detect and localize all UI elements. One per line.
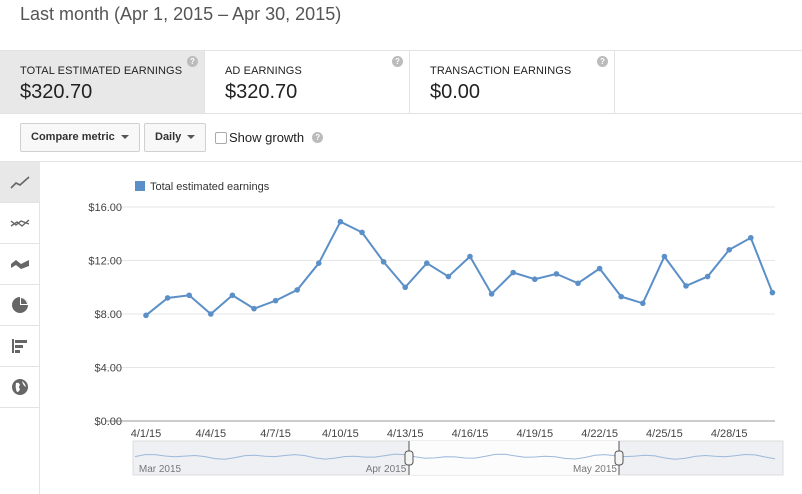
data-point	[575, 280, 581, 287]
data-point	[445, 273, 452, 280]
data-point	[424, 260, 430, 266]
area-chart-button[interactable]	[0, 244, 40, 285]
show-growth-checkbox[interactable]	[215, 131, 227, 144]
metric-value: $320.70	[20, 81, 93, 103]
x-tick-label: 4/16/15	[452, 428, 489, 440]
chart-type-sidebar	[0, 162, 40, 494]
metric-label: TOTAL ESTIMATED EARNINGS	[20, 65, 183, 77]
series-line	[145, 220, 774, 317]
x-tick-label: 4/13/15	[387, 428, 424, 440]
data-point	[359, 229, 365, 236]
caret-down-icon	[187, 135, 196, 140]
data-point	[532, 276, 538, 283]
help-icon[interactable]: ?	[312, 132, 324, 143]
metric-value: $0.00	[430, 81, 481, 103]
help-icon[interactable]: ?	[187, 56, 198, 67]
navigator-handle	[614, 450, 624, 466]
pie-chart-icon	[12, 297, 28, 313]
caret-down-icon	[120, 135, 129, 140]
data-point	[488, 291, 495, 297]
data-point	[683, 283, 689, 289]
data-point	[272, 297, 279, 304]
navigator-label: May 2015	[573, 464, 617, 475]
data-point	[251, 305, 257, 312]
multi-line-chart-button[interactable]	[0, 203, 40, 244]
data-point	[402, 284, 409, 291]
data-point	[143, 312, 149, 319]
data-point	[726, 247, 732, 253]
metric-tabs: TOTAL ESTIMATED EARNINGS $320.70 ? AD EA…	[0, 50, 802, 114]
data-point	[208, 311, 214, 317]
granularity-dropdown[interactable]: Daily	[144, 123, 207, 152]
y-tick-label: $16.00	[88, 202, 122, 214]
earnings-chart: $0.00 $4.00 $8.00 $12.00 $16.00 4/1/15 4/4/15 4…	[40, 162, 802, 494]
globe-icon	[12, 379, 28, 395]
data-point	[467, 253, 473, 260]
data-point	[748, 234, 754, 241]
data-point	[640, 300, 646, 307]
pie-chart-button[interactable]	[0, 285, 40, 326]
data-point	[704, 273, 711, 280]
legend-label: Total estimated earnings	[150, 181, 270, 193]
data-point	[553, 271, 560, 277]
x-tick-label: 4/19/15	[516, 428, 553, 440]
data-point	[294, 287, 300, 293]
x-tick-label: 4/4/15	[196, 428, 227, 440]
navigator-line	[134, 453, 776, 460]
y-tick-label: $4.00	[94, 363, 122, 375]
metric-value: $320.70	[225, 81, 298, 103]
x-tick-label: 4/7/15	[260, 428, 291, 440]
compare-metric-dropdown[interactable]: Compare metric	[20, 123, 140, 152]
y-tick-label: $8.00	[94, 309, 122, 321]
x-tick-label: 4/22/15	[581, 428, 618, 440]
legend-swatch	[135, 181, 145, 191]
chart-toolbar: Compare metric Daily Show growth ?	[0, 114, 802, 162]
data-point	[164, 295, 171, 301]
line-chart-button[interactable]	[0, 162, 40, 203]
compare-metric-label: Compare metric	[31, 131, 115, 143]
data-point	[618, 293, 624, 300]
navigator-handle	[404, 450, 414, 466]
data-point	[186, 292, 192, 299]
x-tick-label: 4/10/15	[322, 428, 359, 440]
x-tick-label: 4/25/15	[646, 428, 683, 440]
data-point	[510, 269, 516, 276]
data-point	[769, 289, 776, 296]
navigator-label: Apr 2015	[366, 464, 407, 475]
data-point	[380, 259, 387, 265]
multi-line-chart-icon	[10, 219, 30, 227]
show-growth-label[interactable]: Show growth	[229, 130, 305, 145]
x-tick-label: 4/28/15	[711, 428, 748, 440]
data-point	[596, 265, 603, 272]
date-range-title[interactable]: Last month (Apr 1, 2015 – Apr 30, 2015)	[20, 4, 342, 24]
chart-canvas: $0.00 $4.00 $8.00 $12.00 $16.00 4/1/15 4/4/15 4…	[88, 181, 784, 476]
line-chart-icon	[10, 176, 30, 189]
metric-label: AD EARNINGS	[225, 65, 302, 77]
metric-ad-earnings[interactable]: AD EARNINGS $320.70 ?	[205, 51, 410, 113]
navigator-label: Mar 2015	[139, 464, 182, 475]
data-point	[337, 218, 344, 225]
data-point	[316, 260, 322, 266]
help-icon[interactable]: ?	[392, 56, 403, 67]
bar-chart-button[interactable]	[0, 326, 40, 367]
help-icon[interactable]: ?	[597, 56, 608, 67]
data-point	[229, 292, 236, 299]
metric-label: TRANSACTION EARNINGS	[430, 65, 572, 77]
metric-transaction-earnings[interactable]: TRANSACTION EARNINGS $0.00 ?	[410, 51, 615, 113]
data-point	[661, 253, 668, 260]
geo-map-button[interactable]	[0, 367, 40, 408]
metric-total-estimated-earnings[interactable]: TOTAL ESTIMATED EARNINGS $320.70 ?	[0, 51, 205, 113]
granularity-label: Daily	[155, 131, 182, 143]
y-tick-label: $12.00	[88, 256, 122, 268]
x-tick-label: 4/1/15	[131, 428, 162, 440]
show-growth-toggle: Show growth ?	[215, 130, 324, 145]
y-tick-label: $0.00	[94, 416, 122, 428]
area-chart-icon	[11, 260, 29, 269]
bar-chart-icon	[12, 339, 27, 353]
